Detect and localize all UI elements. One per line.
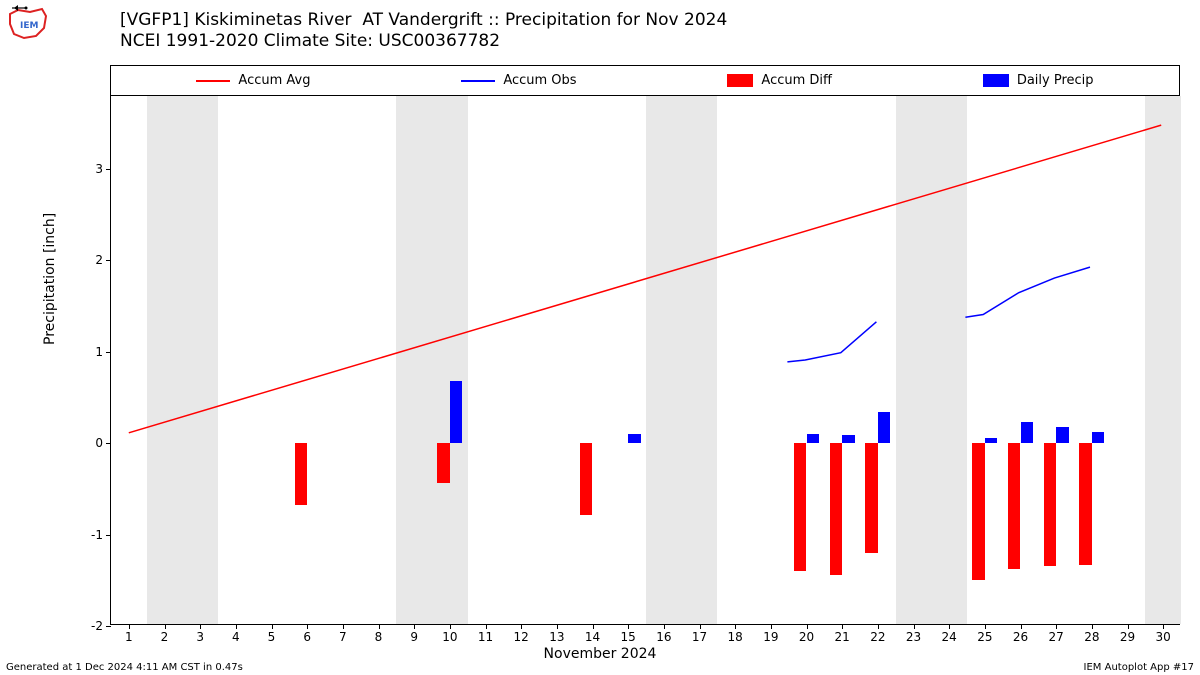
footer-app: IEM Autoplot App #17 [1084,662,1194,673]
y-tick-mark [106,169,111,170]
accum-diff-bar [580,443,592,514]
x-axis-label: November 2024 [0,646,1200,662]
legend-swatch [983,74,1009,87]
legend-swatch [196,80,230,82]
plot-area: Accum Avg Accum Obs Accum Diff Daily Precip… [110,65,1180,625]
accum-diff-bar [830,443,842,575]
accum-diff-bar [865,443,877,553]
x-tick-mark [450,624,451,629]
x-tick-mark [414,624,415,629]
accum-obs-line [787,322,876,362]
x-tick-mark [557,624,558,629]
x-tick-mark [1021,624,1022,629]
daily-precip-bar [842,435,854,443]
x-tick-mark [664,624,665,629]
x-tick-mark [1056,624,1057,629]
accum-diff-bar [1044,443,1056,565]
accum-diff-bar [972,443,984,580]
x-tick-mark [236,624,237,629]
daily-precip-bar [1056,427,1068,443]
x-tick-mark [949,624,950,629]
x-tick-mark [1128,624,1129,629]
x-tick-mark [379,624,380,629]
accum-avg-line [129,125,1161,433]
legend-label: Daily Precip [1017,73,1094,88]
legend-item: Accum Diff [727,73,832,88]
y-tick-mark [106,443,111,444]
accum-diff-bar [794,443,806,571]
legend-item: Accum Obs [461,73,576,88]
x-tick-mark [842,624,843,629]
x-tick-mark [593,624,594,629]
daily-precip-bar [1021,422,1033,443]
accum-diff-bar [295,443,307,505]
legend-label: Accum Avg [238,73,310,88]
x-tick-mark [700,624,701,629]
x-tick-mark [200,624,201,629]
x-tick-mark [1163,624,1164,629]
x-tick-mark [807,624,808,629]
accum-diff-bar [1008,443,1020,569]
y-axis-label: Precipitation [inch] [42,213,58,345]
y-tick-mark [106,352,111,353]
daily-precip-bar [450,381,462,443]
legend-item: Accum Avg [196,73,310,88]
x-tick-mark [129,624,130,629]
legend-item: Daily Precip [983,73,1094,88]
legend-swatch [461,80,495,82]
x-tick-mark [914,624,915,629]
accum-obs-line [965,267,1090,317]
footer-generated: Generated at 1 Dec 2024 4:11 AM CST in 0… [6,662,243,673]
y-tick-mark [106,260,111,261]
x-tick-mark [985,624,986,629]
legend-label: Accum Diff [761,73,832,88]
chart-container: [VGFP1] Kiskiminetas River AT Vandergrif… [0,0,1200,675]
y-tick-mark [106,626,111,627]
x-tick-mark [272,624,273,629]
daily-precip-bar [985,438,997,443]
x-tick-mark [735,624,736,629]
daily-precip-bar [878,412,890,443]
y-tick-mark [106,535,111,536]
x-tick-mark [878,624,879,629]
x-tick-mark [521,624,522,629]
x-tick-mark [1092,624,1093,629]
legend: Accum Avg Accum Obs Accum Diff Daily Precip [111,66,1179,96]
accum-diff-bar [1079,443,1091,565]
accum-diff-bar [437,443,449,483]
x-tick-mark [486,624,487,629]
legend-swatch [727,74,753,87]
x-tick-mark [771,624,772,629]
chart-title: [VGFP1] Kiskiminetas River AT Vandergrif… [120,10,727,53]
x-tick-mark [343,624,344,629]
x-tick-mark [165,624,166,629]
x-tick-mark [628,624,629,629]
legend-label: Accum Obs [503,73,576,88]
daily-precip-bar [1092,432,1104,443]
daily-precip-bar [628,434,640,443]
x-tick-mark [307,624,308,629]
daily-precip-bar [807,434,819,443]
